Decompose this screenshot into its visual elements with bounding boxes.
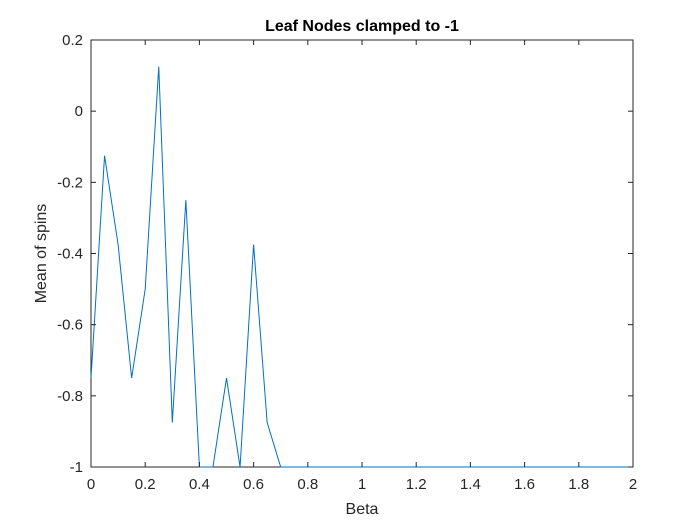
ticks-layer: 0 0.2 0.4 0.6 0.8 1 1.2 1.4 1.6 1.8 2 -1 -0.8 -0.6 -0.… [57,32,637,493]
x-axis-label: Beta [346,501,379,518]
y-tick-label: 0 [75,103,83,120]
y-tick-label: -0.4 [57,246,83,263]
y-tick-label: -0.8 [57,388,83,405]
x-tick-label: 1.2 [406,476,427,493]
x-tick-label: 0.6 [243,476,264,493]
axes [90,39,634,468]
x-tick-label: 1.6 [514,476,535,493]
x-tick-label: 0.2 [135,476,156,493]
axes-box [90,39,634,468]
y-axis-label: Mean of spins [33,204,50,304]
x-tick-label: 1.8 [568,476,589,493]
x-tick-label: 0.8 [297,476,318,493]
y-tick-label: -0.6 [57,317,83,334]
x-tick-label: 0 [87,476,95,493]
y-tick-label: 0.2 [62,32,83,49]
x-tick-label: 1.4 [460,476,481,493]
x-tick-label: 0.4 [189,476,210,493]
y-tick-label: -1 [70,459,83,476]
chart-title: Leaf Nodes clamped to -1 [265,18,459,35]
y-tick-label: -0.2 [57,174,83,191]
x-tick-label: 1 [358,476,366,493]
x-tick-label: 2 [629,476,637,493]
